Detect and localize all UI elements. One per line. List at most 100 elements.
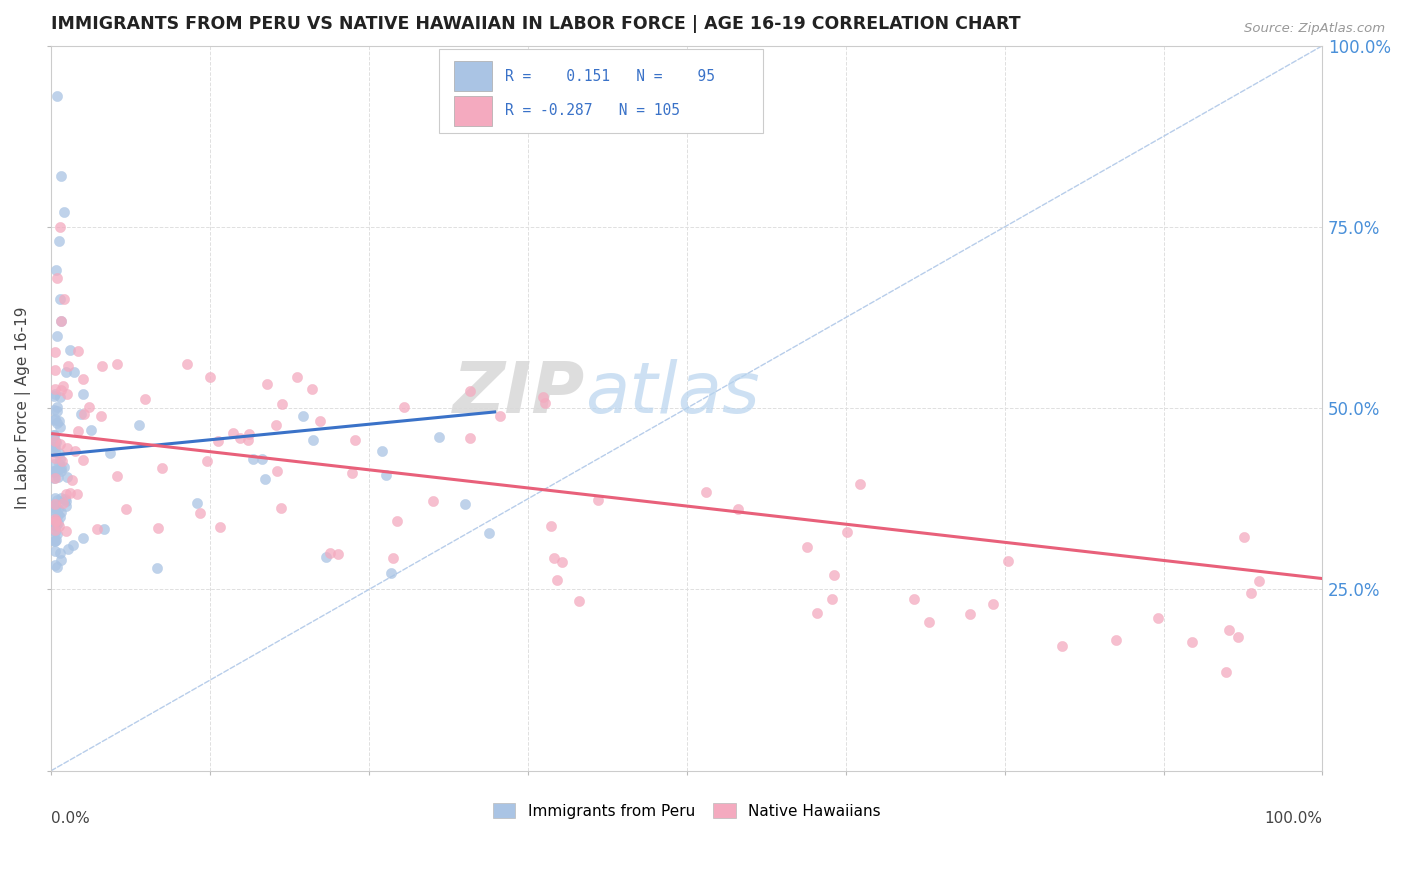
Point — [55, 499, 77, 513]
Point — [55, 524, 77, 538]
Point — [45, 515, 67, 529]
Point — [52, 293, 75, 307]
Point — [42, 403, 65, 417]
Point — [46, 560, 69, 574]
Point — [270, 500, 292, 515]
Point — [44, 500, 66, 515]
Point — [186, 496, 208, 510]
FancyBboxPatch shape — [439, 49, 763, 133]
Point — [48, 462, 70, 476]
Point — [115, 502, 138, 516]
Point — [44, 457, 66, 471]
Point — [44, 471, 66, 485]
Point — [1240, 586, 1263, 600]
Point — [46, 516, 69, 530]
Point — [42, 499, 65, 513]
Point — [796, 540, 818, 554]
Point — [292, 409, 315, 423]
Point — [146, 560, 169, 574]
Point — [45, 505, 67, 519]
Point — [195, 454, 218, 468]
Point — [53, 491, 76, 506]
Point — [1181, 635, 1204, 649]
Point — [98, 446, 121, 460]
Text: R = -0.287   N = 105: R = -0.287 N = 105 — [505, 103, 681, 119]
Point — [422, 493, 444, 508]
Point — [150, 461, 173, 475]
Point — [997, 554, 1019, 568]
Point — [382, 551, 405, 566]
Point — [458, 384, 481, 399]
Point — [1227, 630, 1250, 644]
Point — [42, 534, 65, 549]
Point — [46, 270, 69, 285]
Point — [821, 592, 844, 607]
Point — [42, 438, 65, 452]
Point — [51, 169, 73, 184]
Point — [59, 486, 82, 500]
Point — [51, 505, 73, 519]
Point — [176, 357, 198, 371]
Point — [44, 389, 66, 403]
Point — [238, 427, 260, 442]
Point — [49, 293, 72, 307]
Point — [540, 519, 562, 533]
Point — [45, 263, 67, 277]
Point — [478, 526, 501, 541]
Point — [52, 379, 75, 393]
Point — [44, 498, 66, 512]
Point — [42, 471, 65, 485]
Legend: Immigrants from Peru, Native Hawaiians: Immigrants from Peru, Native Hawaiians — [486, 797, 887, 825]
Point — [394, 401, 416, 415]
Point — [56, 441, 79, 455]
Point — [48, 235, 70, 249]
Text: Source: ZipAtlas.com: Source: ZipAtlas.com — [1244, 22, 1385, 36]
Point — [86, 523, 108, 537]
Point — [45, 434, 67, 449]
Point — [52, 496, 75, 510]
Point — [42, 440, 65, 454]
Point — [301, 433, 323, 447]
Point — [49, 383, 72, 397]
Point — [848, 476, 870, 491]
FancyBboxPatch shape — [454, 61, 492, 91]
Point — [806, 606, 828, 620]
Point — [63, 365, 86, 379]
Point — [44, 544, 66, 558]
Point — [198, 370, 221, 384]
Point — [1247, 574, 1270, 589]
Point — [55, 487, 77, 501]
FancyBboxPatch shape — [454, 95, 492, 126]
Point — [93, 523, 115, 537]
Point — [60, 473, 83, 487]
Point — [1215, 665, 1237, 680]
Point — [44, 387, 66, 401]
Point — [551, 555, 574, 569]
Point — [48, 445, 70, 459]
Point — [48, 458, 70, 472]
Point — [546, 574, 568, 588]
Point — [66, 343, 89, 358]
Point — [242, 452, 264, 467]
Point — [49, 461, 72, 475]
Point — [285, 370, 308, 384]
Point — [49, 464, 72, 478]
Point — [48, 501, 70, 516]
Point — [56, 386, 79, 401]
Point — [903, 592, 925, 607]
Point — [315, 549, 337, 564]
Point — [543, 550, 565, 565]
Point — [188, 506, 211, 520]
Point — [66, 487, 89, 501]
Point — [46, 527, 69, 541]
Point — [343, 433, 366, 447]
Point — [44, 514, 66, 528]
Point — [62, 538, 84, 552]
Point — [1147, 611, 1170, 625]
Point — [128, 418, 150, 433]
Point — [45, 533, 67, 547]
Point — [45, 400, 67, 414]
Point — [301, 383, 323, 397]
Point — [229, 431, 252, 445]
Point — [49, 219, 72, 234]
